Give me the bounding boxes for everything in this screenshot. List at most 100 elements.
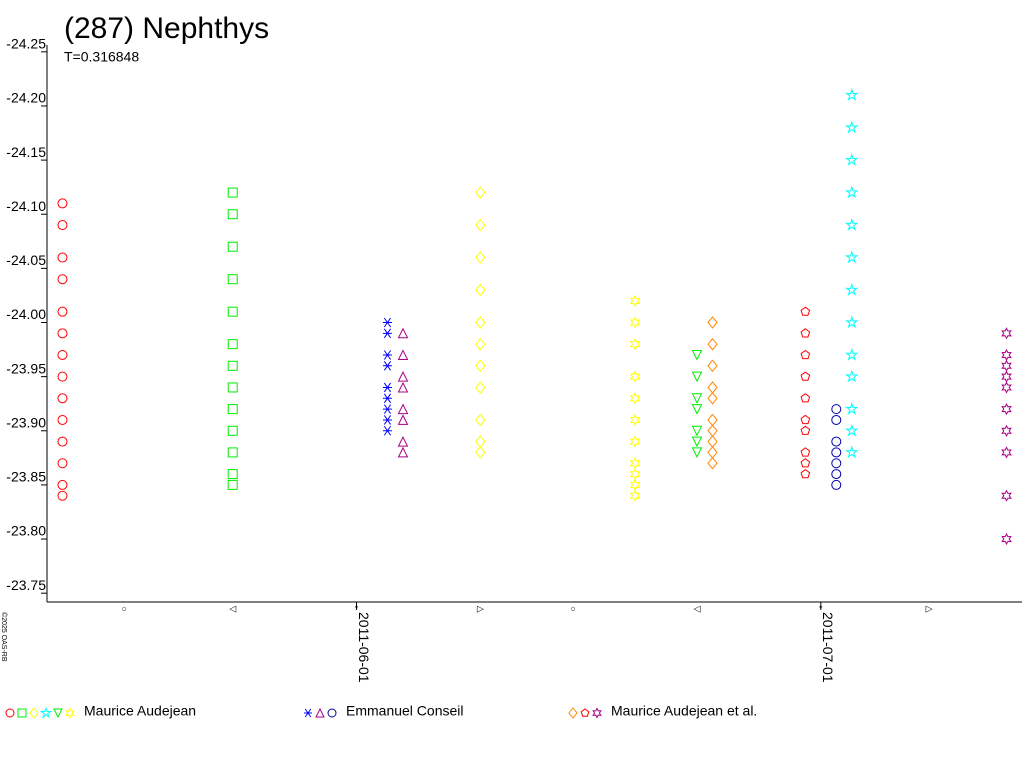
legend-marker xyxy=(65,707,75,719)
moon-phase: ◁ xyxy=(229,603,236,613)
chart-subtitle: T=0.316848 xyxy=(64,49,139,65)
marker xyxy=(707,359,718,373)
marker xyxy=(382,317,392,328)
y-tick-label: -24.00 xyxy=(6,306,46,322)
marker xyxy=(800,393,811,403)
marker xyxy=(800,349,811,360)
legend-marker xyxy=(5,708,15,718)
marker xyxy=(707,337,718,351)
marker xyxy=(691,350,703,361)
marker xyxy=(629,316,641,329)
marker xyxy=(475,413,486,427)
marker xyxy=(57,328,68,339)
marker xyxy=(844,347,859,361)
marker xyxy=(707,456,718,470)
legend-marker xyxy=(580,708,590,717)
marker xyxy=(831,447,842,458)
y-tick-label: -23.95 xyxy=(6,360,46,376)
x-tick-label: 2011-06-01 xyxy=(356,612,372,683)
marker xyxy=(1001,327,1012,340)
marker xyxy=(57,371,68,382)
marker xyxy=(831,436,842,447)
moon-phase: ○ xyxy=(122,603,127,613)
marker xyxy=(831,479,842,490)
marker xyxy=(397,370,409,382)
marker xyxy=(382,350,392,360)
moon-phase: * xyxy=(355,603,359,613)
marker xyxy=(382,425,392,436)
x-tick-label: 2011-07-01 xyxy=(820,612,836,683)
marker xyxy=(831,414,842,425)
marker xyxy=(57,252,68,263)
marker xyxy=(227,187,238,198)
marker xyxy=(397,446,409,458)
marker xyxy=(629,435,641,448)
marker xyxy=(382,404,392,414)
marker xyxy=(57,479,68,490)
marker xyxy=(844,120,859,134)
y-tick-label: -24.05 xyxy=(6,252,46,268)
marker xyxy=(844,217,859,231)
marker xyxy=(475,446,486,459)
marker xyxy=(475,283,486,297)
marker xyxy=(382,382,392,393)
marker xyxy=(57,306,68,317)
marker xyxy=(831,458,842,469)
marker xyxy=(800,425,811,435)
chart-title: (287) Nephthys xyxy=(64,12,269,45)
marker xyxy=(707,392,718,405)
moon-phase: * xyxy=(819,603,823,613)
marker xyxy=(57,490,68,501)
y-tick-label: -23.90 xyxy=(6,414,46,430)
legend-marker xyxy=(29,707,39,719)
marker xyxy=(629,294,641,307)
moon-phase: ▷ xyxy=(926,603,933,613)
marker xyxy=(57,349,68,360)
legend-label: Emmanuel Conseil xyxy=(346,703,464,719)
marker xyxy=(844,250,859,264)
marker xyxy=(475,218,486,232)
marker xyxy=(629,392,641,405)
marker xyxy=(57,198,68,209)
marker xyxy=(844,185,859,199)
marker xyxy=(227,469,238,480)
marker xyxy=(382,361,392,371)
marker xyxy=(800,447,811,457)
marker xyxy=(397,414,409,425)
marker xyxy=(227,241,238,252)
marker xyxy=(57,393,68,404)
marker xyxy=(629,413,641,426)
marker xyxy=(475,359,486,373)
marker xyxy=(397,403,409,415)
marker xyxy=(57,458,68,469)
marker xyxy=(227,382,238,393)
marker xyxy=(397,381,409,393)
marker xyxy=(800,414,811,425)
marker xyxy=(382,393,392,404)
moon-phase: ▷ xyxy=(477,603,484,613)
marker xyxy=(475,186,486,199)
marker xyxy=(800,371,811,381)
marker xyxy=(227,425,238,436)
marker xyxy=(1001,402,1012,416)
legend-marker xyxy=(304,708,312,718)
y-tick-label: -23.75 xyxy=(6,577,46,593)
marker xyxy=(800,328,811,338)
marker xyxy=(397,435,409,447)
marker xyxy=(227,404,238,415)
y-tick-label: -24.15 xyxy=(6,144,46,160)
legend-marker xyxy=(327,708,337,718)
marker xyxy=(691,425,703,437)
marker xyxy=(1001,489,1012,502)
moon-phase: ○ xyxy=(570,603,575,613)
marker xyxy=(691,371,703,383)
marker xyxy=(227,360,238,371)
marker xyxy=(844,401,859,416)
marker xyxy=(227,274,238,285)
legend-marker xyxy=(17,708,27,718)
y-tick-label: -24.20 xyxy=(6,90,46,106)
marker xyxy=(844,152,859,166)
marker xyxy=(475,337,486,351)
